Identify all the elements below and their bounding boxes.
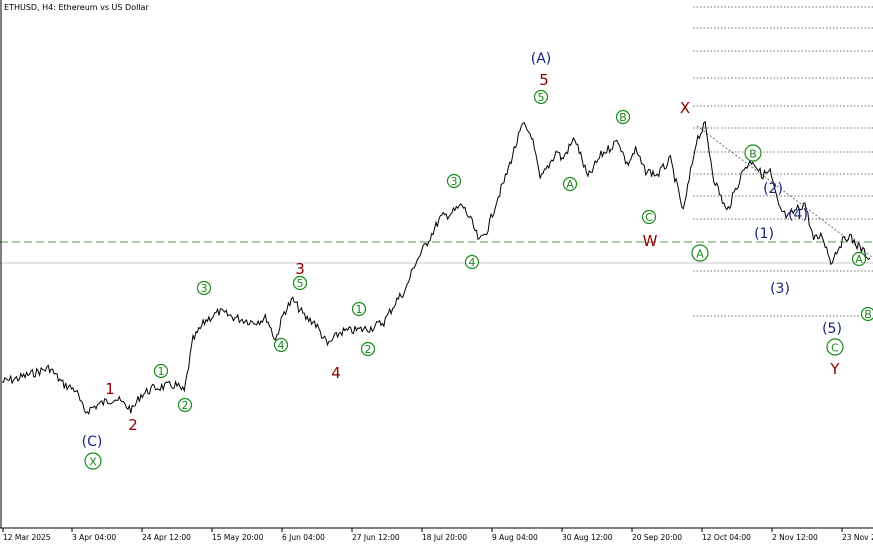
wave-label-text: 4	[278, 339, 285, 352]
x-tick-label: 2 Nov 12:00	[772, 533, 818, 542]
wave-label: X	[680, 99, 690, 117]
wave-label: C	[643, 211, 656, 224]
wave-label: 5	[535, 91, 548, 104]
wave-label: A	[853, 253, 866, 266]
x-tick-label: 23 Nov 20:00	[842, 533, 873, 542]
wave-label: 3	[295, 260, 305, 278]
wave-label: (C)	[82, 434, 103, 450]
wave-label-text: B	[749, 148, 757, 161]
wave-label-text: 2	[182, 399, 189, 412]
wave-label: W	[643, 232, 658, 250]
wave-label-text: 4	[469, 256, 476, 269]
wave-label-text: 5	[297, 277, 304, 290]
chart-title: ETHUSD, H4: Ethereum vs US Dollar	[4, 3, 149, 12]
wave-label: (3)	[770, 281, 790, 297]
wave-label: B	[745, 145, 761, 161]
wave-label-text: (1)	[754, 226, 774, 242]
wave-label-text: 4	[331, 364, 341, 382]
x-tick-label: 12 Mar 2025	[3, 533, 51, 542]
x-tick-label: 24 Apr 12:00	[142, 533, 191, 542]
wave-label: 4	[275, 339, 288, 352]
wave-label-text: (4)	[788, 207, 808, 223]
wave-label-text: A	[855, 253, 863, 266]
wave-label: 2	[128, 416, 138, 434]
wave-label: X	[85, 453, 101, 469]
wave-label-text: B	[619, 111, 627, 124]
wave-label: 2	[179, 399, 192, 412]
wave-label: 3	[198, 282, 211, 295]
wave-label-text: 2	[365, 343, 372, 356]
wave-label-text: X	[680, 99, 690, 117]
wave-label: B	[862, 308, 873, 321]
x-tick-label: 3 Apr 04:00	[72, 533, 116, 542]
x-tick-label: 30 Aug 12:00	[562, 533, 613, 542]
wave-label: 5	[294, 277, 307, 290]
wave-label-text: A	[696, 248, 704, 261]
wave-label: 1	[155, 365, 168, 378]
wave-label: (5)	[822, 321, 842, 337]
wave-label-text: (C)	[82, 434, 103, 450]
wave-label-text: 5	[539, 71, 549, 89]
wave-label: (1)	[754, 226, 774, 242]
wave-label: 4	[331, 364, 341, 382]
wave-label-text: C	[831, 342, 839, 355]
wave-label-text: 2	[128, 416, 138, 434]
wave-label: C	[827, 339, 843, 355]
x-tick-label: 12 Oct 04:00	[702, 533, 751, 542]
wave-label-text: (A)	[531, 51, 552, 67]
wave-label-text: (3)	[770, 281, 790, 297]
wave-label-text: B	[864, 308, 872, 321]
x-tick-label: 6 Jun 04:00	[282, 533, 325, 542]
wave-label-text: 1	[105, 380, 115, 398]
wave-label-text: (5)	[822, 321, 842, 337]
wave-label-text: A	[566, 178, 574, 191]
wave-label-text: 3	[201, 282, 208, 295]
wave-label-text: 3	[451, 175, 458, 188]
x-tick-label: 15 May 20:00	[212, 533, 264, 542]
wave-label-text: 1	[356, 303, 363, 316]
wave-label: 3	[448, 175, 461, 188]
wave-label: A	[692, 245, 708, 261]
wave-label-text: 1	[158, 365, 165, 378]
wave-label-text: 5	[538, 91, 545, 104]
wave-label: A	[564, 178, 577, 191]
wave-label-text: X	[89, 456, 97, 469]
x-tick-label: 18 Jul 20:00	[422, 533, 467, 542]
wave-label: 5	[539, 71, 549, 89]
wave-label: (2)	[763, 181, 783, 197]
wave-label-text: C	[645, 211, 653, 224]
wave-label-text: W	[643, 232, 658, 250]
wave-label: 2	[362, 343, 375, 356]
wave-label-text: Y	[829, 360, 840, 378]
wave-label: Y	[829, 360, 840, 378]
wave-label: 4	[466, 256, 479, 269]
x-tick-label: 9 Aug 04:00	[492, 533, 538, 542]
wave-label-text: (2)	[763, 181, 783, 197]
wave-label: B	[617, 111, 630, 124]
wave-label: (A)	[531, 51, 552, 67]
x-tick-label: 27 Jun 12:00	[352, 533, 400, 542]
wave-label-text: 3	[295, 260, 305, 278]
wave-label: 1	[105, 380, 115, 398]
wave-label: 1	[353, 303, 366, 316]
x-tick-label: 20 Sep 20:00	[632, 533, 682, 542]
wave-label: (4)	[788, 207, 808, 223]
